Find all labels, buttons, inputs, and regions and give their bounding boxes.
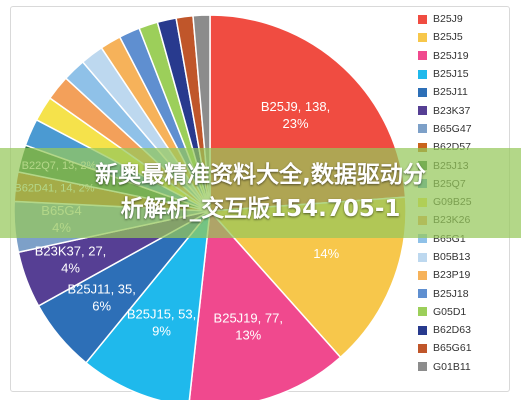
legend-swatch — [418, 252, 427, 262]
data-label-b25j9: B25J9, 138, 23% — [261, 99, 330, 131]
legend-label: B25J15 — [433, 68, 469, 81]
legend-label: B25J18 — [433, 287, 469, 300]
banner-title-line-1: 新奥最精准资料大全,数据驱动分 — [95, 162, 426, 188]
legend-item-b65g61: B65G61 — [418, 339, 513, 357]
legend-label: B65G47 — [433, 122, 472, 135]
legend-item-g05d1: G05D1 — [418, 303, 513, 321]
legend-item-b25j9: B25J9 — [418, 10, 513, 28]
legend-item-b25j15: B25J15 — [418, 65, 513, 83]
pie-slice-b25j15 — [84, 208, 212, 400]
data-label-b25j19: B25J19, 77, 13% — [214, 310, 283, 342]
legend-label: B62D63 — [433, 324, 471, 337]
legend-item-b25j19: B25J19 — [418, 47, 513, 65]
data-label-b25j11: B25J11, 35, 6% — [67, 281, 135, 313]
legend-label: G05D1 — [433, 305, 467, 318]
legend-item-b62d63: B62D63 — [418, 321, 513, 339]
data-label-b25j15: B25J15, 53, 9% — [127, 307, 196, 339]
legend-label: B25J5 — [433, 31, 463, 44]
legend-swatch — [418, 106, 427, 116]
legend-swatch — [418, 14, 427, 24]
data-label-b25j5: 14% — [313, 246, 339, 261]
legend-item-b23p19: B23P19 — [418, 266, 513, 284]
legend-swatch — [418, 362, 427, 372]
legend-swatch — [418, 325, 427, 335]
legend-item-b23k37: B23K37 — [418, 101, 513, 119]
legend-item-g01b11: G01B11 — [418, 358, 513, 376]
legend-label: B25J19 — [433, 49, 469, 62]
legend-label: B65G61 — [433, 342, 472, 355]
legend-swatch — [418, 32, 427, 42]
pie-slice-b25j19 — [188, 209, 342, 400]
title-banner — [0, 148, 521, 238]
legend-swatch — [418, 307, 427, 317]
legend-item-b65g47: B65G47 — [418, 120, 513, 138]
legend-item-b25j11: B25J11 — [418, 83, 513, 101]
legend-label: B25J11 — [433, 86, 468, 99]
legend-item-b25j5: B25J5 — [418, 28, 513, 46]
data-label-b23k37: B23K37, 27, 4% — [35, 243, 107, 275]
legend-item-b25j18: B25J18 — [418, 284, 513, 302]
legend-swatch — [418, 234, 427, 244]
legend-item-b05b13: B05B13 — [418, 248, 513, 266]
legend-swatch — [418, 124, 427, 134]
legend-label: B25J9 — [433, 13, 463, 26]
legend-label: B23K37 — [433, 104, 471, 117]
legend-label: B23P19 — [433, 269, 471, 282]
legend-swatch — [418, 289, 427, 299]
banner-title-line-2: 析解析_交互版154.705-1 — [120, 196, 401, 222]
legend-swatch — [418, 343, 427, 353]
legend-swatch — [418, 69, 427, 79]
legend-swatch — [418, 270, 427, 280]
legend-label: G01B11 — [433, 360, 471, 373]
legend-swatch — [418, 142, 427, 152]
legend-swatch — [418, 51, 427, 61]
banner-title: 新奥最精准资料大全,数据驱动分 析解析_交互版154.705-1 — [0, 158, 521, 226]
legend-swatch — [418, 87, 427, 97]
legend-label: B05B13 — [433, 251, 471, 263]
